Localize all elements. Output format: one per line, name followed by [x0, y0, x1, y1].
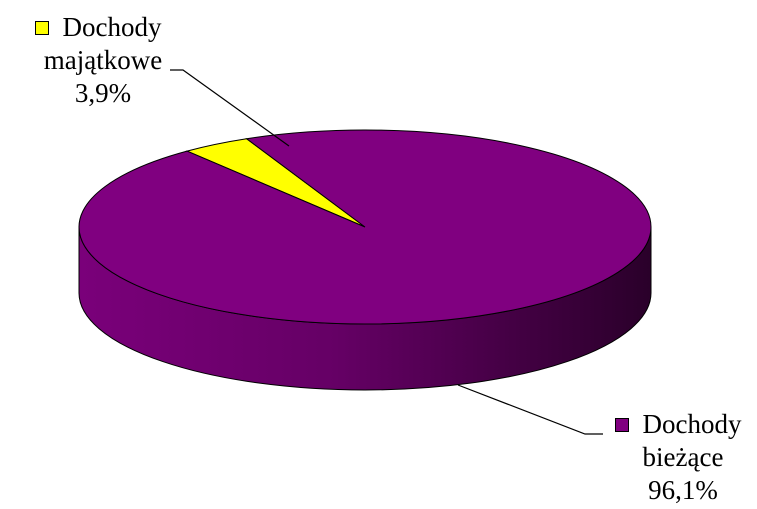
leader-line-majatkowe — [170, 69, 290, 147]
slice-label-majatkowe-line2: majątkowe — [43, 45, 163, 75]
slice-label-biezace-line1: Dochody — [642, 409, 742, 439]
slice-label-majatkowe: Dochody majątkowe 3,9% — [8, 11, 188, 110]
slice-label-biezace-line2: bieżące — [642, 442, 724, 472]
slice-label-majatkowe-line1: Dochody — [62, 12, 162, 42]
slice-value-biezace: 96,1% — [648, 475, 718, 505]
pie-slice-biezace — [78, 129, 652, 325]
slice-label-biezace: Dochody bieżące 96,1% — [603, 408, 753, 507]
slice-value-majatkowe: 3,9% — [74, 78, 132, 108]
legend-swatch-biezace — [614, 417, 629, 432]
leader-line-biezace — [457, 384, 603, 435]
legend-swatch-majatkowe — [34, 20, 49, 35]
